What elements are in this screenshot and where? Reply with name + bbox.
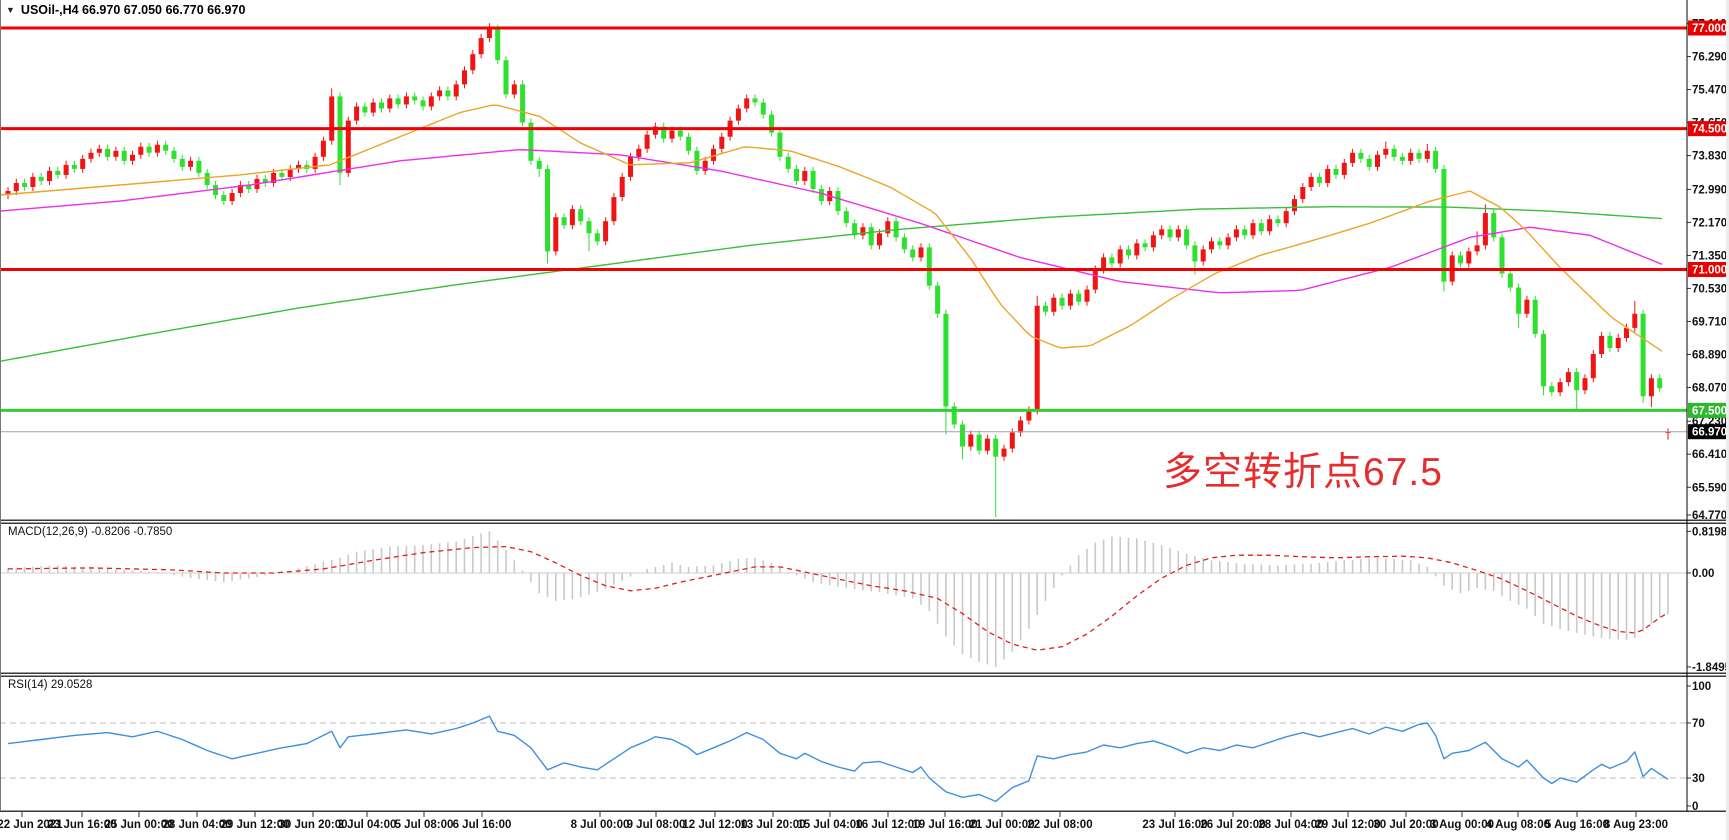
time-label: 5 Aug 16:00 <box>1545 819 1609 831</box>
plot-area[interactable] <box>0 0 1687 812</box>
time-label: 28 Jun 04:00 <box>162 819 231 831</box>
svg-text:0.8198: 0.8198 <box>1692 526 1728 538</box>
time-label: 5 Jul 08:00 <box>395 819 454 831</box>
time-label: 13 Jul 20:00 <box>740 819 805 831</box>
ma-fast-orange <box>0 104 1663 352</box>
time-label: 9 Jul 08:00 <box>627 819 686 831</box>
svg-text:64.770: 64.770 <box>1692 510 1727 522</box>
candlesticks <box>5 23 1671 517</box>
time-label: 28 Jul 04:00 <box>1258 819 1323 831</box>
time-label: 19 Jul 16:00 <box>912 819 977 831</box>
macd-histogram <box>7 531 1669 667</box>
time-label: 21 Jul 00:00 <box>969 819 1034 831</box>
svg-text:71.000: 71.000 <box>1692 265 1727 277</box>
rsi-line <box>7 715 1669 803</box>
time-label: 22 Jun 2021 <box>0 819 63 831</box>
time-label: 29 Jun 12:00 <box>220 819 289 831</box>
time-label: 16 Jul 12:00 <box>855 819 920 831</box>
symbol-info-bar: ▼ USOil-,H4 66.970 67.050 66.770 66.970 <box>6 3 245 17</box>
svg-text:76.290: 76.290 <box>1692 52 1727 64</box>
macd-panel: 0.8198 0.00 -1.8495 <box>0 526 1729 674</box>
macd-indicator-label: MACD(12,26,9) -0.8206 -0.7850 <box>8 526 173 538</box>
time-label: 23 Jun 16:00 <box>47 819 116 831</box>
svg-text:72.170: 72.170 <box>1692 217 1727 229</box>
time-label: 3 Aug 00:00 <box>1430 819 1494 831</box>
time-label: 29 Jul 12:00 <box>1315 819 1380 831</box>
svg-text:30: 30 <box>1692 773 1705 785</box>
svg-text:75.470: 75.470 <box>1692 85 1727 97</box>
svg-text:70.530: 70.530 <box>1692 283 1727 295</box>
svg-text:65.590: 65.590 <box>1692 482 1727 494</box>
svg-text:72.990: 72.990 <box>1692 184 1727 196</box>
svg-text:71.350: 71.350 <box>1692 250 1727 262</box>
time-label: 15 Jul 04:00 <box>797 819 862 831</box>
svg-text:70: 70 <box>1692 718 1705 730</box>
svg-text:66.970: 66.970 <box>1692 427 1727 439</box>
svg-text:0: 0 <box>1692 801 1698 813</box>
svg-text:67.500: 67.500 <box>1692 405 1727 417</box>
symbol-dropdown-arrow-icon[interactable]: ▼ <box>6 5 15 15</box>
svg-text:69.710: 69.710 <box>1692 316 1727 328</box>
time-label: 8 Jul 00:00 <box>571 819 630 831</box>
annotation-text: 多空转折点67.5 <box>1163 451 1443 494</box>
time-label: 4 Aug 08:00 <box>1486 819 1550 831</box>
ma-slow-green <box>0 206 1663 362</box>
price-axis: 77.11076.29075.47074.65073.83072.99072.1… <box>1687 19 1728 522</box>
rsi-panel: 100 70 30 0 <box>0 681 1711 813</box>
svg-text:100: 100 <box>1692 681 1711 693</box>
time-label: 30 Jul 20:00 <box>1373 819 1438 831</box>
time-label: 2 Jul 04:00 <box>338 819 397 831</box>
time-label: 6 Jul 16:00 <box>453 819 512 831</box>
svg-text:68.890: 68.890 <box>1692 349 1727 361</box>
svg-text:73.830: 73.830 <box>1692 151 1727 163</box>
scrollbar[interactable] <box>1726 0 1729 840</box>
svg-text:66.410: 66.410 <box>1692 449 1727 461</box>
svg-text:0.00: 0.00 <box>1692 568 1714 580</box>
time-label: 8 Aug 23:00 <box>1604 819 1668 831</box>
svg-text:-1.8495: -1.8495 <box>1692 662 1729 674</box>
time-label: 30 Jun 20:00 <box>278 819 347 831</box>
symbol-ohlc-text: USOil-,H4 66.970 67.050 66.770 66.970 <box>20 3 246 17</box>
svg-text:68.070: 68.070 <box>1692 382 1727 394</box>
time-label: 23 Jul 16:00 <box>1142 819 1207 831</box>
svg-text:74.500: 74.500 <box>1692 124 1727 136</box>
horizontal-level-lines[interactable] <box>0 26 1687 433</box>
time-label: 26 Jul 20:00 <box>1200 819 1265 831</box>
time-label: 12 Jul 12:00 <box>682 819 747 831</box>
time-label: 25 Jun 00:00 <box>104 819 173 831</box>
svg-text:77.000: 77.000 <box>1692 23 1727 35</box>
time-label: 22 Jul 08:00 <box>1027 819 1092 831</box>
rsi-indicator-label: RSI(14) 29.0528 <box>8 679 93 691</box>
panel-borders <box>0 0 1729 812</box>
